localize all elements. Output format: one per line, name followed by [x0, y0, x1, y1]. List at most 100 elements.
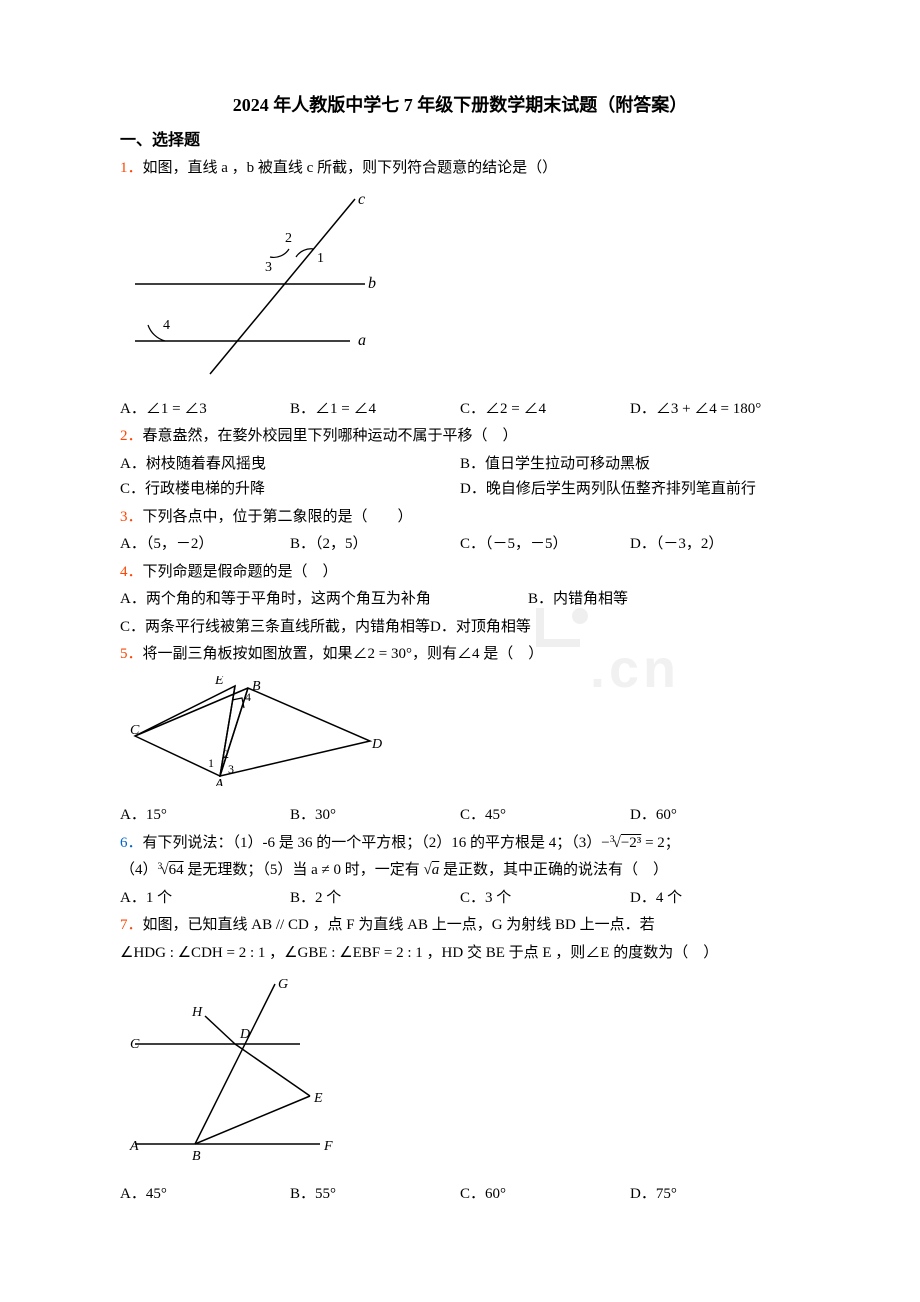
q6-p5: 是正数，其中正确的说法有（ ） [439, 862, 668, 878]
q6-p2: ； [665, 835, 680, 851]
q5-choice-c: C．45° [460, 803, 630, 829]
figure-q5: C E B D A 1 2 3 4 [120, 676, 800, 796]
q2-choice-a: A．树枝随着春风摇曳 [120, 452, 460, 478]
q6-p1: 有下列说法：（1）-6 是 36 的一个平方根；（2）16 的平方根是 4；（3… [143, 835, 602, 851]
label-B: B [192, 1149, 201, 1164]
q2-text: 春意盎然，在婺外校园里下列哪种运动不属于平移（ ） [143, 428, 518, 444]
q3-choice-a: A．（5，－2） [120, 532, 290, 558]
q1-choice-d: D．∠3 + ∠4 = 180° [630, 397, 800, 423]
figure-q7: A B C D E F G H [120, 974, 800, 1174]
label-3: 3 [228, 762, 234, 776]
q5-choice-b: B．30° [290, 803, 460, 829]
q1-choices: A．∠1 = ∠3 B．∠1 = ∠4 C．∠2 = ∠4 D．∠3 + ∠4 … [120, 397, 800, 423]
q7-text2: ∠HDG : ∠CDH = 2 : 1 ，∠GBE : ∠EBF = 2 : 1… [120, 945, 718, 961]
q3-num: 3． [120, 509, 143, 525]
label-b: b [368, 275, 376, 292]
label-E: E [214, 676, 224, 688]
label-2: 2 [285, 231, 292, 246]
q7-text: 如图，已知直线 AB // CD ，点 F 为直线 AB 上一点，G 为射线 B… [143, 917, 655, 933]
q3-choice-b: B．（2，5） [290, 532, 460, 558]
label-a: a [358, 332, 366, 349]
q4-choice-b: B．内错角相等 [528, 587, 800, 613]
q6-choices: A．1 个 B．2 个 C．3 个 D．4 个 [120, 886, 800, 912]
label-1: 1 [317, 251, 324, 266]
page-title: 2024 年人教版中学七 7 年级下册数学期末试题（附答案） [120, 90, 800, 121]
q6-rad3: √ [424, 862, 432, 878]
q7-num: 7． [120, 917, 143, 933]
q6-p4: 是无理数；（5）当 a ≠ 0 时，一定有 [184, 862, 424, 878]
label-4: 4 [163, 318, 170, 333]
q6-rhs1: = 2 [641, 835, 664, 851]
question-6-line1: 6．有下列说法：（1）-6 是 36 的一个平方根；（2）16 的平方根是 4；… [120, 831, 800, 857]
q7-choices: A．45° B．55° C．60° D．75° [120, 1182, 800, 1208]
q7-svg: A B C D E F G H [120, 974, 340, 1164]
figure-q1: a b c 1 2 3 4 [120, 189, 800, 389]
q2-choice-b: B．值日学生拉动可移动黑板 [460, 452, 800, 478]
q6-rad2-inner: 64 [169, 862, 184, 878]
label-G: G [278, 977, 288, 992]
q6-choice-c: C．3 个 [460, 886, 630, 912]
q6-choice-a: A．1 个 [120, 886, 290, 912]
label-D: D [371, 737, 382, 752]
q5-choice-d: D．60° [630, 803, 800, 829]
q3-choice-c: C．（－5，－5） [460, 532, 630, 558]
q4-text: 下列命题是假命题的是（ ） [143, 564, 338, 580]
q3-choice-d: D．（－3，2） [630, 532, 800, 558]
q2-choice-d: D．晚自修后学生两列队伍整齐排列笔直前行 [460, 477, 800, 503]
q6-num: 6． [120, 835, 143, 851]
q6-rad1-idx: 3 [610, 834, 615, 845]
q2-choice-c: C．行政楼电梯的升降 [120, 477, 460, 503]
q5-text: 将一副三角板按如图放置，如果∠2 = 30°，则有∠4 是（ ） [143, 646, 544, 662]
question-7-line2: ∠HDG : ∠CDH = 2 : 1 ，∠GBE : ∠EBF = 2 : 1… [120, 941, 800, 967]
label-E: E [313, 1091, 323, 1106]
label-c: c [358, 191, 365, 208]
q7-choice-d: D．75° [630, 1182, 800, 1208]
q6-p3: （4） [120, 862, 158, 878]
label-F: F [323, 1139, 333, 1154]
q6-rad1-prefix: − [601, 835, 609, 851]
q1-num: 1． [120, 160, 143, 176]
question-5-text: 5．将一副三角板按如图放置，如果∠2 = 30°，则有∠4 是（ ） .cn [120, 642, 800, 668]
q4-num: 4． [120, 564, 143, 580]
question-4-text: 4．下列命题是假命题的是（ ） [120, 560, 800, 586]
label-D: D [239, 1027, 250, 1042]
page-wrapper: 2024 年人教版中学七 7 年级下册数学期末试题（附答案） 一、选择题 1．如… [120, 90, 800, 1207]
q6-choice-d: D．4 个 [630, 886, 800, 912]
q4-choice-d: D．对顶角相等 [430, 619, 531, 635]
q3-choices: A．（5，－2） B．（2，5） C．（－5，－5） D．（－3，2） [120, 532, 800, 558]
label-C: C [130, 1037, 140, 1052]
q5-num: 5． [120, 646, 143, 662]
q6-choice-b: B．2 个 [290, 886, 460, 912]
question-7-line1: 7．如图，已知直线 AB // CD ，点 F 为直线 AB 上一点，G 为射线… [120, 913, 800, 939]
q5-svg: C E B D A 1 2 3 4 [120, 676, 390, 786]
q1-choice-c: C．∠2 = ∠4 [460, 397, 630, 423]
q4-choices-row1: A．两个角的和等于平角时，这两个角互为补角 B．内错角相等 [120, 587, 800, 613]
label-H: H [191, 1005, 203, 1020]
q5-choices: A．15° B．30° C．45° D．60° [120, 803, 800, 829]
label-2: 2 [223, 747, 229, 761]
q4-choice-a: A．两个角的和等于平角时，这两个角互为补角 [120, 587, 528, 613]
question-6-line2: （4）3√64 是无理数；（5）当 a ≠ 0 时，一定有 √a 是正数，其中正… [120, 858, 800, 884]
q7-choice-a: A．45° [120, 1182, 290, 1208]
q6-rad1-inner: −2³ [621, 835, 641, 851]
q5-choice-a: A．15° [120, 803, 290, 829]
q1-svg: a b c 1 2 3 4 [120, 189, 380, 379]
label-C: C [130, 723, 140, 738]
q4-choices-row2: C．两条平行线被第三条直线所截，内错角相等D．对顶角相等 [120, 615, 800, 641]
q6-rad2-idx: 3 [158, 861, 163, 872]
q7-choice-b: B．55° [290, 1182, 460, 1208]
question-1-text: 1．如图，直线 a ，b 被直线 c 所截，则下列符合题意的结论是（） [120, 156, 800, 182]
q4-choice-c: C．两条平行线被第三条直线所截，内错角相等 [120, 619, 430, 635]
q3-text: 下列各点中，位于第二象限的是（ ） [143, 509, 413, 525]
q2-num: 2． [120, 428, 143, 444]
q2-choices: A．树枝随着春风摇曳 B．值日学生拉动可移动黑板 C．行政楼电梯的升降 D．晚自… [120, 452, 800, 503]
q7-choice-c: C．60° [460, 1182, 630, 1208]
label-A: A [214, 777, 224, 786]
label-B: B [252, 679, 261, 694]
label-1: 1 [208, 756, 214, 770]
section-header-1: 一、选择题 [120, 127, 800, 154]
question-3-text: 3．下列各点中，位于第二象限的是（ ） [120, 505, 800, 531]
label-3: 3 [265, 260, 272, 275]
q1-text: 如图，直线 a ，b 被直线 c 所截，则下列符合题意的结论是（） [143, 160, 558, 176]
q1-choice-b: B．∠1 = ∠4 [290, 397, 460, 423]
